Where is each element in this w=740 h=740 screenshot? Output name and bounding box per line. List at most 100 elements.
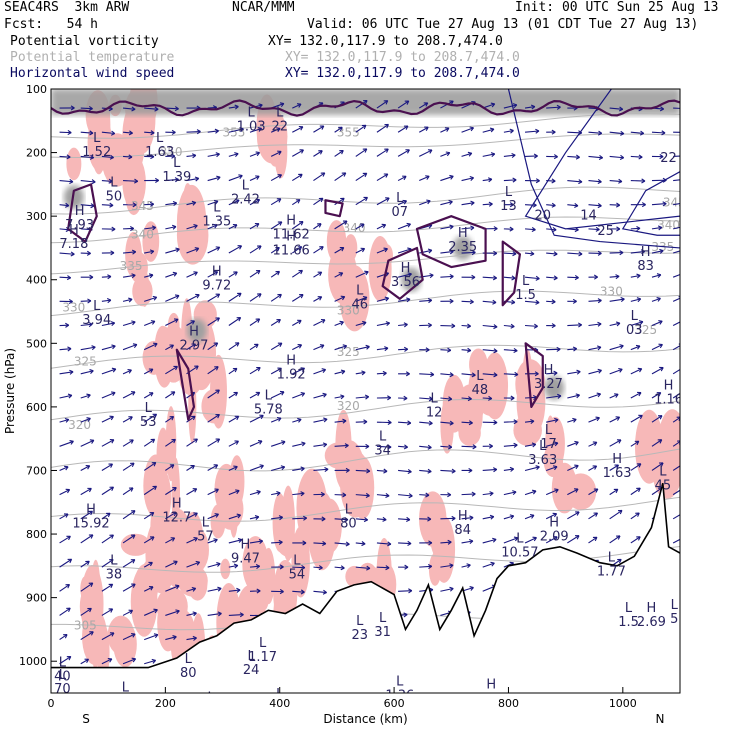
wind-arrow — [546, 204, 556, 207]
wind-arrow — [609, 131, 624, 135]
wind-arrow — [101, 322, 115, 327]
wind-arrow — [567, 465, 579, 471]
wind-arrowhead — [191, 153, 197, 159]
wind-arrowhead — [617, 558, 622, 564]
wind-arrow — [122, 462, 135, 471]
extremum-high-marker: H — [641, 245, 651, 260]
wind-arrow — [270, 417, 282, 423]
wind-arrowhead — [191, 415, 196, 421]
wind-arrow — [122, 274, 136, 278]
wind-arrow — [630, 155, 643, 158]
wind-arrowhead — [427, 298, 433, 304]
wind-arrowhead — [383, 247, 388, 253]
wind-arrowhead — [636, 297, 642, 303]
wind-arrowhead — [148, 368, 154, 373]
wind-arrowhead — [173, 560, 178, 566]
wind-arrowhead — [87, 607, 92, 613]
wind-arrow — [80, 560, 90, 568]
y-tick-label: 400 — [26, 274, 47, 287]
extremum-value: 12 — [426, 405, 443, 420]
wind-arrow — [80, 607, 92, 616]
wind-arrow — [143, 413, 157, 423]
wind-arrowhead — [427, 444, 432, 450]
extremum-low-marker: L — [59, 697, 67, 712]
wind-arrow — [270, 198, 282, 206]
wind-arrow — [292, 199, 301, 206]
wind-arrow — [334, 197, 345, 206]
wind-arrowhead — [87, 487, 92, 493]
wind-arrow — [59, 656, 72, 665]
wind-arrowhead — [194, 247, 200, 252]
wind-arrowhead — [255, 198, 261, 204]
wind-arrowhead — [236, 587, 241, 593]
wind-arrow — [249, 199, 260, 206]
wind-arrow — [228, 342, 240, 351]
wind-arrowhead — [107, 274, 112, 280]
wind-arrow — [270, 221, 283, 230]
wind-arrow — [482, 516, 494, 520]
wind-arrow — [524, 443, 536, 447]
wind-arrow — [122, 439, 134, 447]
wind-arrowhead — [365, 443, 370, 449]
wind-arrowhead — [213, 223, 218, 229]
wind-arrow — [80, 370, 94, 375]
wind-arrowhead — [193, 438, 198, 443]
wind-arrowhead — [295, 199, 301, 204]
wind-arrowhead — [531, 489, 537, 495]
wind-arrowhead — [598, 154, 604, 161]
wind-arrow — [376, 100, 389, 109]
theta-line — [51, 216, 680, 244]
wind-arrowhead — [214, 128, 219, 134]
wind-arrow — [482, 128, 495, 133]
wind-arrow — [567, 535, 580, 544]
wind-arrowhead — [277, 150, 282, 156]
extremum-low-marker: L — [202, 515, 210, 530]
wind-arrow — [165, 365, 178, 375]
pv-shade-blob — [296, 468, 328, 548]
extremum-high-marker: H — [612, 452, 622, 467]
wind-arrow — [313, 468, 329, 472]
wind-arrow — [122, 534, 136, 544]
wind-arrow — [165, 585, 180, 592]
wind-arrow — [440, 397, 452, 400]
wind-arrowhead — [530, 418, 535, 424]
wind-arrowhead — [595, 416, 600, 422]
wind-arrow — [80, 465, 90, 471]
wind-arrow — [292, 149, 304, 157]
wind-arrow — [673, 203, 680, 206]
wind-arrowhead — [130, 510, 136, 515]
wind-arrow — [482, 468, 497, 472]
wind-arrow — [101, 439, 115, 447]
extremum-low-marker: L — [122, 681, 130, 696]
wind-arrow — [482, 178, 492, 182]
pv-shade-blob — [345, 565, 363, 588]
wind-arrowhead — [618, 106, 624, 112]
wind-arrow — [525, 204, 537, 206]
wind-arrow — [630, 368, 642, 375]
wind-arrowhead — [214, 488, 219, 493]
wind-arrow — [461, 421, 473, 424]
wind-arrowhead — [407, 468, 412, 475]
wind-arrowhead — [191, 343, 196, 348]
wind-arrow — [122, 609, 133, 616]
wind-arrowhead — [213, 464, 219, 469]
wind-arrowhead — [361, 124, 367, 130]
extremum-high-marker: H — [86, 503, 96, 518]
wind-arrowhead — [615, 202, 621, 208]
wind-arrowhead — [193, 512, 198, 517]
wind-arrow — [672, 274, 680, 278]
wind-arrow — [165, 438, 176, 447]
wind-arrowhead — [64, 465, 69, 471]
wind-arrow — [588, 323, 602, 327]
wind-arrow — [249, 175, 260, 182]
wind-arrow — [376, 445, 392, 448]
theta-label: 355 — [223, 126, 246, 140]
wind-arrowhead — [382, 370, 387, 376]
wind-arrowhead — [678, 296, 680, 301]
wind-arrowhead — [64, 417, 70, 423]
wind-arrowhead — [193, 271, 198, 276]
extremum-value: 5 — [670, 612, 678, 627]
extremum-high-marker: H — [241, 538, 251, 553]
wind-arrow — [673, 226, 680, 230]
theta-line — [51, 133, 680, 159]
